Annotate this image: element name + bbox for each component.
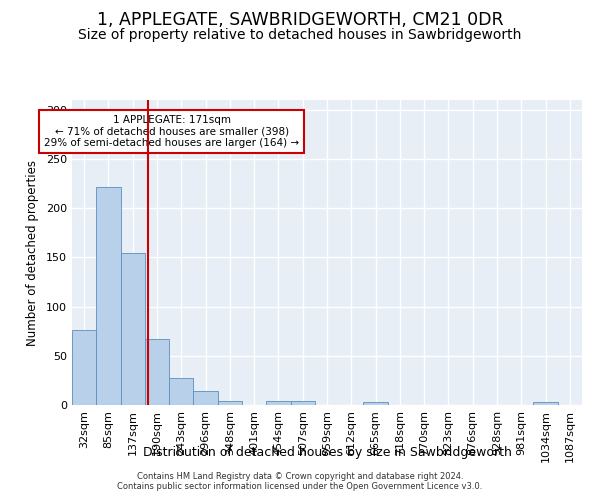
Bar: [121, 252, 145, 405]
Text: Distribution of detached houses by size in Sawbridgeworth: Distribution of detached houses by size …: [143, 446, 511, 459]
Bar: [72, 330, 96, 405]
Bar: [169, 378, 193, 405]
Bar: [533, 402, 558, 405]
Bar: [364, 402, 388, 405]
Bar: [96, 186, 121, 405]
Text: Contains HM Land Registry data © Crown copyright and database right 2024.
Contai: Contains HM Land Registry data © Crown c…: [118, 472, 482, 491]
Bar: [290, 401, 315, 405]
Bar: [193, 391, 218, 405]
Text: Size of property relative to detached houses in Sawbridgeworth: Size of property relative to detached ho…: [79, 28, 521, 42]
Bar: [145, 339, 169, 405]
Bar: [218, 401, 242, 405]
Text: 1 APPLEGATE: 171sqm
← 71% of detached houses are smaller (398)
29% of semi-detac: 1 APPLEGATE: 171sqm ← 71% of detached ho…: [44, 115, 299, 148]
Text: 1, APPLEGATE, SAWBRIDGEWORTH, CM21 0DR: 1, APPLEGATE, SAWBRIDGEWORTH, CM21 0DR: [97, 11, 503, 29]
Bar: [266, 401, 290, 405]
Y-axis label: Number of detached properties: Number of detached properties: [26, 160, 39, 346]
